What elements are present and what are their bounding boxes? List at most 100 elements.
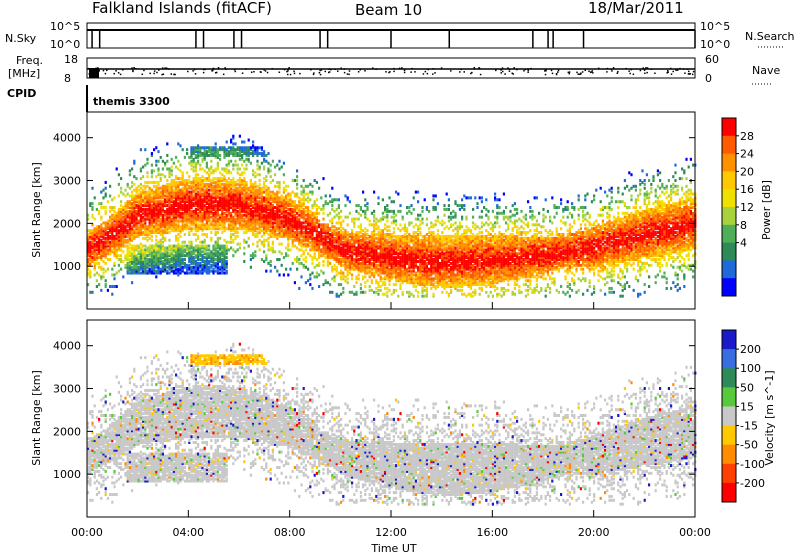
power-echo-cell [177, 229, 180, 233]
power-echo-cell [258, 192, 261, 196]
power-echo-cell [164, 198, 167, 202]
power-echo-cell [280, 263, 283, 267]
power-echo-cell [256, 192, 259, 196]
power-echo-cell [183, 180, 186, 184]
power-echo-cell [210, 256, 213, 260]
power-echo-cell [133, 250, 136, 254]
power-echo-cell [203, 269, 206, 273]
power-echo-cell [98, 209, 101, 213]
power-echo-cell [155, 244, 158, 248]
power-echo-cell [381, 271, 384, 275]
power-echo-cell [164, 221, 167, 225]
power-echo-cell [115, 236, 118, 240]
power-echo-cell [322, 248, 325, 252]
power-echo-cell [238, 184, 241, 188]
power-echo-cell [337, 206, 340, 210]
power-echo-cell [403, 223, 406, 227]
power-echo-cell [109, 250, 112, 254]
power-echo-cell [111, 244, 114, 248]
power-echo-cell [274, 213, 277, 217]
power-echo-cell [373, 275, 376, 279]
power-echo-cell [245, 227, 248, 231]
power-echo-cell [148, 215, 151, 219]
power-echo-cell [164, 219, 167, 223]
power-echo-cell [395, 283, 398, 287]
power-echo-cell [175, 229, 178, 233]
power-echo-cell [190, 254, 193, 258]
power-echo-cell [192, 217, 195, 221]
power-echo-cell [216, 179, 219, 183]
nave-dot [286, 70, 288, 73]
power-echo-cell [150, 215, 153, 219]
power-echo-cell [260, 186, 263, 190]
power-echo-cell [252, 186, 255, 190]
power-echo-cell [390, 259, 393, 263]
power-echo-cell [205, 244, 208, 248]
power-echo-cell [120, 209, 123, 213]
power-echo-cell [219, 202, 222, 206]
power-echo-cell [100, 288, 103, 292]
power-echo-cell [373, 231, 376, 235]
power-echo-cell [293, 221, 296, 225]
power-echo-cell [364, 250, 367, 254]
power-echo-cell [120, 186, 123, 190]
power-echo-cell [249, 200, 252, 204]
power-echo-cell [166, 225, 169, 229]
power-echo-cell [370, 254, 373, 258]
power-echo-cell [225, 200, 228, 204]
power-echo-cell [168, 263, 171, 267]
power-echo-cell [194, 248, 197, 252]
power-echo-cell [192, 198, 195, 202]
power-echo-cell [199, 188, 202, 192]
nave-dot [212, 69, 214, 72]
power-echo-cell [324, 202, 327, 206]
power-echo-cell [214, 217, 217, 221]
power-echo-cell [89, 261, 92, 265]
power-echo-cell [216, 244, 219, 248]
power-echo-cell [201, 192, 204, 196]
power-echo-cell [194, 150, 197, 154]
power-echo-cell [399, 223, 402, 227]
power-echo-cell [117, 215, 120, 219]
power-echo-cell [342, 256, 345, 260]
power-echo-cell [285, 206, 288, 210]
nave-dot [545, 69, 547, 71]
power-echo-cell [392, 215, 395, 219]
power-echo-cell [135, 225, 138, 229]
power-echo-cell [282, 231, 285, 235]
power-echo-cell [212, 177, 215, 181]
power-echo-cell [302, 258, 305, 262]
power-echo-cell [157, 246, 160, 250]
power-echo-cell [260, 209, 263, 213]
power-echo-cell [260, 192, 263, 196]
power-echo-cell [315, 232, 318, 236]
power-echo-cell [179, 227, 182, 231]
power-echo-cell [282, 207, 285, 211]
power-echo-cell [397, 279, 400, 283]
power-echo-cell [342, 244, 345, 248]
power-echo-cell [311, 256, 314, 260]
nave-dot [87, 67, 90, 70]
power-echo-cell [315, 211, 318, 215]
power-echo-cell [329, 250, 332, 254]
power-echo-cell [210, 192, 213, 196]
power-echo-cell [126, 252, 129, 256]
power-echo-cell [252, 169, 255, 173]
power-echo-cell [329, 248, 332, 252]
power-echo-cell [214, 150, 217, 154]
power-echo-cell [238, 246, 241, 250]
power-echo-cell [298, 240, 301, 244]
power-echo-cell [274, 211, 277, 215]
freq-tick-top: 18 [64, 53, 78, 66]
power-echo-cell [144, 211, 147, 215]
power-echo-cell [241, 206, 244, 210]
power-echo-cell [351, 236, 354, 240]
power-echo-cell [115, 225, 118, 229]
power-echo-cell [223, 227, 226, 231]
power-echo-cell [260, 204, 263, 208]
power-echo-cell [320, 254, 323, 258]
power-echo-cell [311, 232, 314, 236]
power-echo-cell [285, 213, 288, 217]
power-echo-cell [256, 234, 259, 238]
nave-dot [105, 69, 108, 72]
